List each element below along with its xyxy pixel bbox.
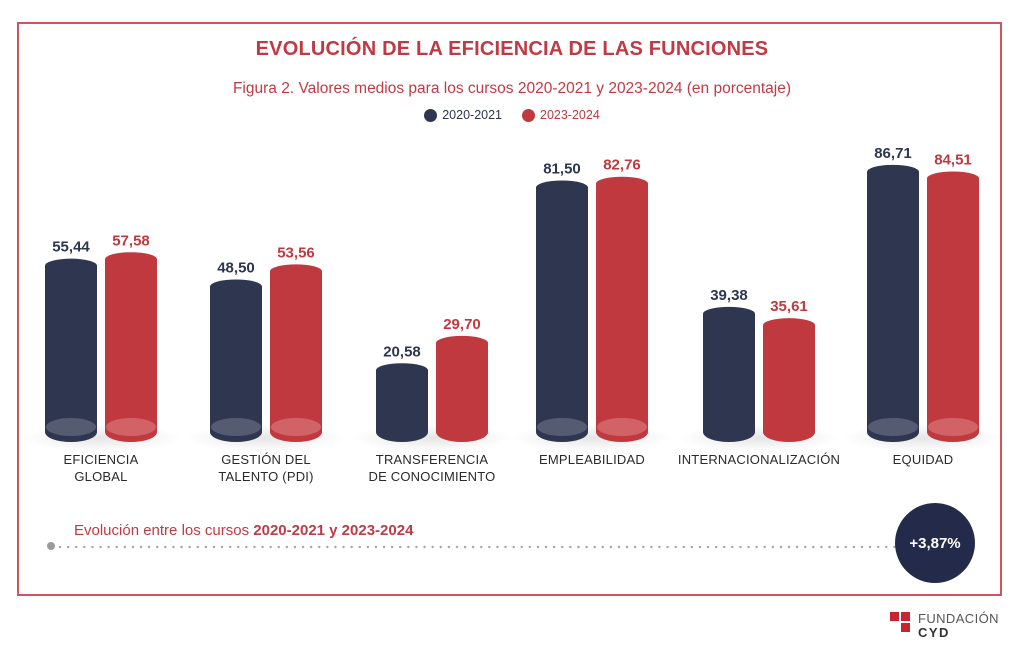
category-label: EQUIDAD	[838, 451, 1008, 468]
category-label-line: TRANSFERENCIA	[375, 452, 489, 467]
bar-top-cap	[270, 264, 322, 279]
bar-base-highlight	[537, 418, 587, 436]
logo-line1: FUNDACIÓN	[918, 611, 999, 626]
category-label-line: EQUIDAD	[892, 452, 954, 467]
bar-base-highlight	[271, 418, 321, 436]
value-label: 82,76	[603, 157, 641, 174]
logo-line2: CYD	[918, 625, 950, 640]
logo-icon	[890, 612, 912, 634]
bar-2020-2021-0	[45, 258, 97, 442]
bar-body	[763, 325, 815, 432]
bar-2020-2021-1	[210, 279, 262, 442]
bar-top-cap	[703, 306, 755, 321]
legend-label: 2023-2024	[540, 108, 600, 122]
bar-body	[436, 342, 488, 432]
bar-top-cap	[105, 252, 157, 267]
chart-title: EVOLUCIÓN DE LA EFICIENCIA DE LAS FUNCIO…	[255, 38, 769, 60]
bar-body	[867, 171, 919, 432]
category-label: GESTIÓN DEL TALENTO (PDI)	[181, 451, 351, 485]
bar-2023-2024-4	[763, 318, 815, 442]
value-label: 53,56	[277, 244, 315, 261]
legend-swatch-2023-2024	[522, 108, 535, 122]
bar-bottom-cap	[763, 422, 815, 442]
bar-top-cap	[763, 318, 815, 333]
category-label-line: DE CONOCIMIENTO	[368, 469, 496, 484]
value-label: 81,50	[543, 161, 581, 178]
bar-2020-2021-2	[376, 363, 428, 442]
chart-subtitle: Figura 2. Valores medios para los cursos…	[232, 80, 792, 97]
bar-body	[927, 178, 979, 432]
bar-body	[210, 286, 262, 432]
legend-swatch-2020-2021	[424, 108, 438, 122]
value-label: 48,50	[217, 260, 255, 277]
bar-bottom-cap	[376, 422, 428, 442]
evolution-caption-years: 2020-2021 y 2023-2024	[253, 522, 414, 539]
category-label-line: GLOBAL	[74, 469, 128, 484]
bar-base-highlight	[597, 418, 647, 436]
bar-base-highlight	[928, 418, 978, 436]
dotted-timeline	[58, 545, 904, 549]
value-label: 35,61	[770, 298, 808, 315]
bar-2023-2024-0	[105, 252, 157, 442]
category-label-line: TALENTO (PDI)	[218, 469, 314, 484]
bar-top-cap	[927, 171, 979, 186]
bar-top-cap	[45, 258, 97, 273]
bar-bottom-cap	[436, 422, 488, 442]
bar-bottom-cap	[703, 422, 755, 442]
category-label: INTERNACIONALIZACIÓN	[674, 451, 844, 468]
value-label: 20,58	[383, 343, 421, 360]
bar-2020-2021-5	[867, 164, 919, 442]
bar-2023-2024-5	[927, 171, 979, 442]
bar-2020-2021-4	[703, 306, 755, 442]
chart-frame	[17, 22, 1002, 596]
value-label: 29,70	[443, 316, 481, 333]
bar-body	[376, 370, 428, 432]
bar-2023-2024-1	[270, 264, 322, 442]
bar-base-highlight	[211, 418, 261, 436]
value-label: 86,71	[874, 145, 912, 162]
bar-top-cap	[596, 176, 648, 191]
bar-base-highlight	[106, 418, 156, 436]
legend-label: 2020-2021	[442, 108, 502, 122]
bar-body	[536, 187, 588, 432]
bar-2023-2024-3	[596, 176, 648, 442]
category-label: TRANSFERENCIA DE CONOCIMIENTO	[347, 451, 517, 485]
bar-top-cap	[210, 279, 262, 294]
legend: 2020-2021 2023-2024	[0, 108, 1024, 122]
category-label-line: EMPLEABILIDAD	[539, 452, 645, 467]
value-label: 84,51	[934, 151, 972, 168]
bar-base-highlight	[46, 418, 96, 436]
bar-body	[703, 313, 755, 432]
value-label: 55,44	[52, 239, 90, 256]
bar-top-cap	[436, 335, 488, 350]
evolution-caption-prefix: Evolución entre los cursos	[74, 522, 254, 539]
bar-body	[105, 259, 157, 432]
bar-top-cap	[376, 363, 428, 378]
category-label: EFICIENCIA GLOBAL	[16, 451, 186, 485]
category-label-line: INTERNACIONALIZACIÓN	[677, 452, 841, 467]
bar-base-highlight	[868, 418, 918, 436]
timeline-start-dot	[47, 542, 55, 550]
value-label: 57,58	[112, 232, 150, 249]
category-label-line: EFICIENCIA	[63, 452, 139, 467]
bar-body	[45, 265, 97, 432]
evolution-badge: +3,87%	[895, 503, 975, 583]
bar-top-cap	[536, 180, 588, 195]
bar-top-cap	[867, 164, 919, 179]
bar-2023-2024-2	[436, 335, 488, 442]
bar-2020-2021-3	[536, 180, 588, 442]
category-label-line: GESTIÓN DEL	[221, 452, 311, 467]
bar-body	[270, 271, 322, 432]
value-label: 39,38	[710, 287, 748, 304]
legend-item-2023-2024: 2023-2024	[522, 108, 600, 122]
legend-item-2020-2021: 2020-2021	[424, 108, 502, 122]
bar-body	[596, 183, 648, 432]
fundacion-cyd-logo: FUNDACIÓN CYD	[890, 612, 999, 640]
evolution-caption: Evolución entre los cursos 2020-2021 y 2…	[74, 522, 413, 539]
category-label: EMPLEABILIDAD	[507, 451, 677, 468]
logo-text: FUNDACIÓN CYD	[918, 612, 999, 640]
